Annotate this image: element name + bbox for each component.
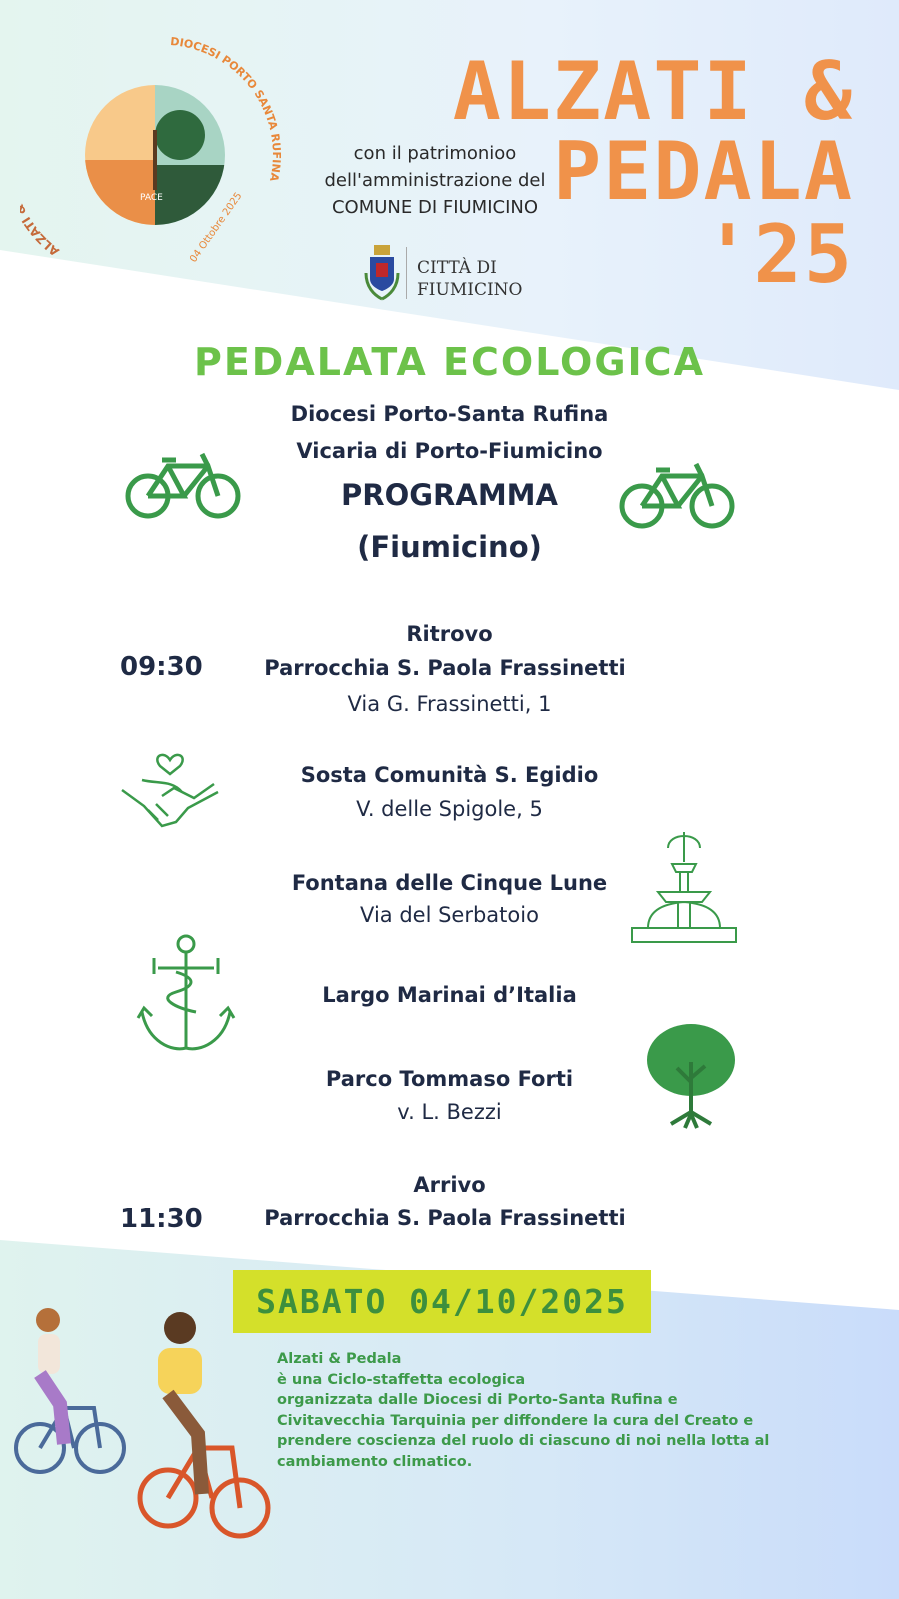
stop-name: Fontana delle Cinque Lune [291,871,608,895]
city-line: FIUMICINO [417,280,523,300]
city-line: CITTÀ DI [417,258,497,278]
fountain-icon [631,832,737,943]
patronage-line: dell'amministrazione del [324,170,546,191]
stop-name: Parrocchia S. Paola Frassinetti [264,656,626,680]
stop-name: Sosta Comunità S. Egidio [300,763,599,787]
divider [406,247,407,299]
event-logo: PACE ALZATI & PEDALA! DIOCESI PORTO SANT… [20,35,283,265]
anchor-icon [136,934,236,1051]
stop-name: Parco Tommaso Forti [325,1067,574,1091]
cyclists-illustration [14,1308,271,1539]
main-title-line2: PEDALA [553,125,854,218]
description-line: organizzata dalle Diocesi di Porto-Santa… [277,1392,678,1408]
stop-address: Via del Serbatoio [360,903,539,927]
stop-address: V. delle Spigole, 5 [356,797,543,821]
description-line: Alzati & Pedala [277,1351,402,1367]
org-line2: Vicaria di Porto-Fiumicino [296,439,603,463]
description-line: Civitavecchia Tarquinia per diffondere l… [277,1412,754,1429]
program-title: PROGRAMMA [341,478,558,512]
city-crest-icon [364,245,400,301]
stop-name: Parrocchia S. Paola Frassinetti [264,1206,626,1230]
org-line1: Diocesi Porto-Santa Rufina [290,402,609,426]
handshake-heart-icon [121,753,219,828]
patronage-text: con il patrimonioo dell'amministrazione … [300,140,570,221]
stop-label: Arrivo [413,1173,486,1197]
logo-center-text: PACE [140,193,163,203]
bicycle-icon [125,452,241,519]
event-date: SABATO 04/10/2025 [233,1270,651,1333]
svg-text:ALZATI & PEDALA!: ALZATI & PEDALA! [20,140,62,259]
city-name: CITTÀ DI FIUMICINO [417,257,523,301]
patronage-line: con il patrimonioo [353,143,517,164]
stop-time: 11:30 [120,1204,203,1234]
program-place: (Fiumicino) [357,530,542,564]
description-line: prendere coscienza del ruolo di ciascuno… [277,1433,770,1449]
bicycle-icon [619,462,735,529]
stop-address: v. L. Bezzi [397,1100,502,1124]
description-line: è una Ciclo-staffetta ecologica [277,1371,526,1388]
main-title-line1: ALZATI & [452,45,854,138]
event-description: Alzati & Pedala è una Ciclo-staffetta ec… [277,1349,877,1472]
main-title-year: '25 [703,208,854,301]
subtitle: PEDALATA ECOLOGICA [194,340,705,384]
stop-time: 09:30 [120,652,203,682]
stop-address: Via G. Frassinetti, 1 [347,692,552,716]
tree-icon [647,1024,735,1129]
stop-name: Largo Marinai d’Italia [322,983,577,1007]
patronage-line: COMUNE DI FIUMICINO [331,197,539,218]
stop-label: Ritrovo [406,622,493,646]
description-line: cambiamento climatico. [277,1453,473,1470]
